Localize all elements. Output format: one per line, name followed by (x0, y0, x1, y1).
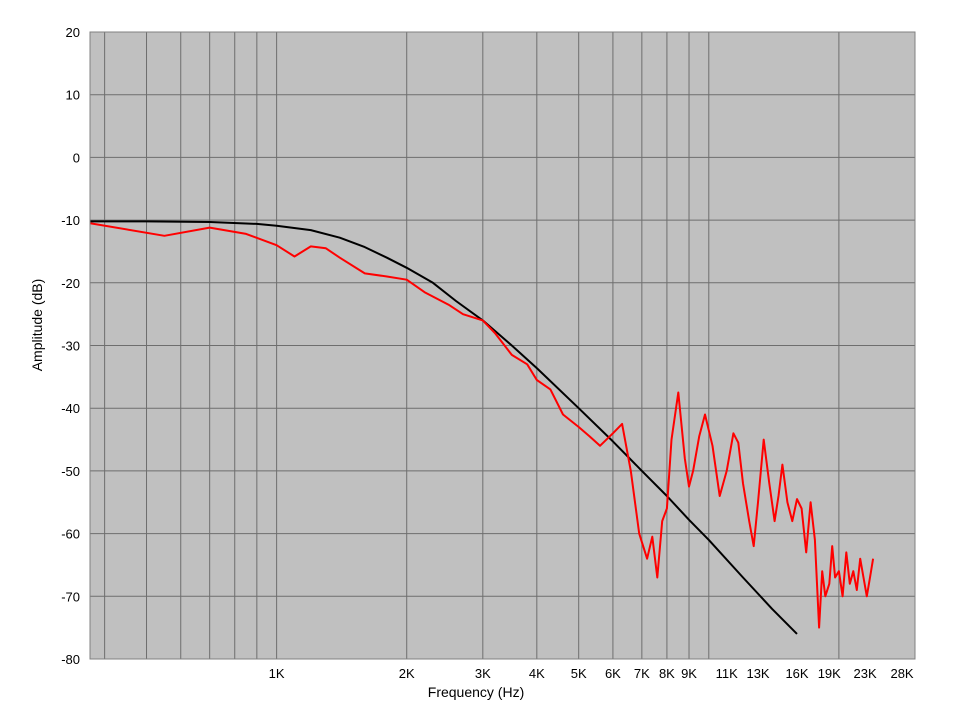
y-tick-label: -30 (61, 339, 80, 354)
y-tick-label: -70 (61, 589, 80, 604)
x-tick-label: 16K (785, 666, 808, 681)
x-tick-label: 11K (716, 666, 738, 681)
x-tick-label: 19K (818, 666, 841, 681)
x-tick-label: 2K (399, 666, 415, 681)
x-tick-label: 7K (634, 666, 650, 681)
y-tick-labels: 20 10 0 -10 -20 -30 -40 -50 -60 -70 -80 (61, 25, 80, 667)
x-tick-label: 23K (854, 666, 877, 681)
y-axis-label: Amplitude (dB) (29, 279, 45, 372)
y-tick-label: -20 (61, 276, 80, 291)
x-tick-label: 13K (746, 666, 769, 681)
series-line-black (90, 220, 798, 635)
y-tick-label: -50 (61, 464, 80, 479)
x-tick-label: 6K (605, 666, 621, 681)
x-tick-label: 28K (890, 666, 913, 681)
plot-border (89, 31, 916, 660)
y-tick-label: -60 (61, 527, 80, 542)
x-tick-label: 8K (659, 666, 675, 681)
y-tick-label: 20 (66, 25, 80, 40)
y-tick-label: -10 (61, 213, 80, 228)
series-lines (90, 220, 875, 635)
y-tick-label: 10 (66, 88, 80, 103)
y-tick-label: 0 (73, 150, 80, 165)
x-tick-label: 5K (571, 666, 587, 681)
x-tick-label: 9K (681, 666, 697, 681)
x-tick-label: 1K (269, 666, 285, 681)
x-tick-label: 3K (475, 666, 491, 681)
x-axis-label: Frequency (Hz) (428, 684, 524, 700)
x-tick-label: 4K (529, 666, 545, 681)
y-tick-label: -40 (61, 401, 80, 416)
series-line-red (90, 222, 875, 629)
x-tick-labels: 1K 2K 3K 4K 5K 6K 7K 8K 9K 11K 13K 16K 19K 23K 28K (269, 666, 914, 681)
y-tick-label: -80 (61, 652, 80, 667)
